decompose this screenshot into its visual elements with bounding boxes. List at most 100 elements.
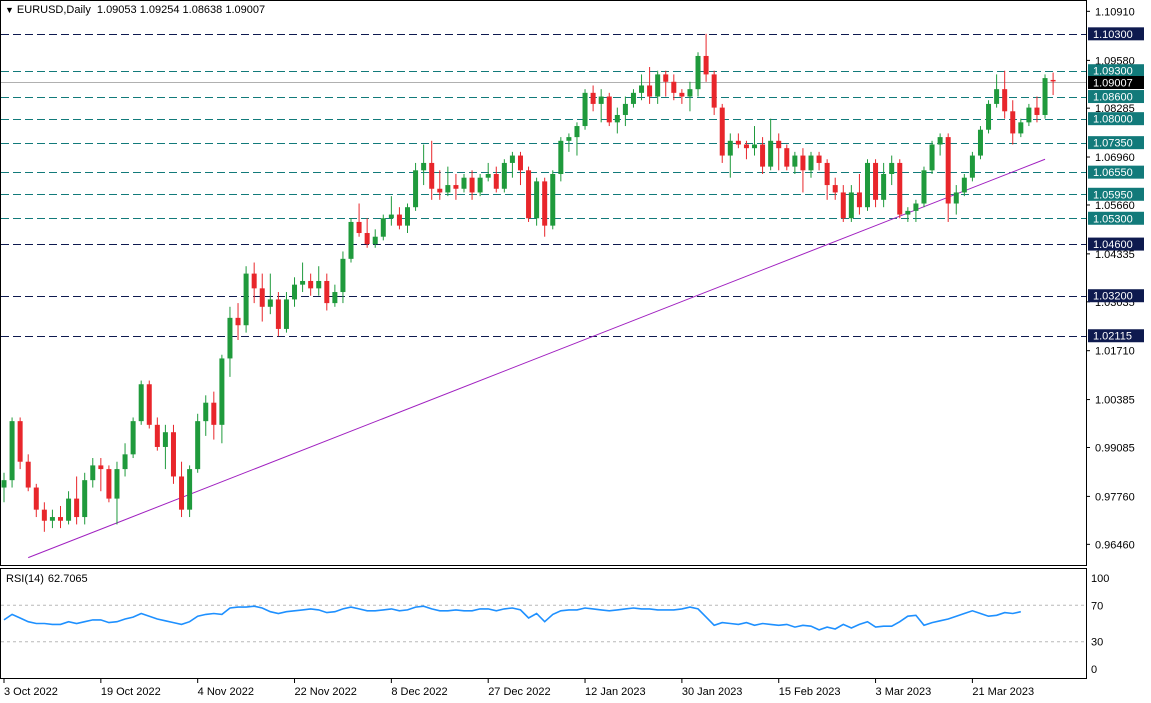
candle-body <box>534 181 540 219</box>
candle <box>292 277 298 307</box>
candle <box>1018 118 1024 138</box>
candle <box>509 151 515 178</box>
candle <box>421 144 427 186</box>
candle-body <box>203 402 209 422</box>
candle-body <box>396 214 402 226</box>
candle <box>227 306 233 377</box>
candle <box>477 173 483 197</box>
candle <box>768 118 774 171</box>
candle-body <box>800 155 806 171</box>
candle <box>187 465 193 518</box>
triangle-down-icon[interactable]: ▼ <box>5 5 14 15</box>
candle-body <box>816 155 822 163</box>
candle-body <box>1034 107 1040 115</box>
candle-body <box>98 465 104 470</box>
candle-body <box>526 170 532 219</box>
candle <box>170 424 176 484</box>
candle-body <box>743 144 749 149</box>
time-tick-label: 12 Jan 2023 <box>585 686 646 698</box>
candle-body <box>1018 122 1024 134</box>
candle-body <box>130 421 136 455</box>
candle-body <box>388 214 394 219</box>
candle-body <box>106 469 112 499</box>
candle <box>832 177 838 200</box>
candle-body <box>913 203 919 211</box>
level-label: 1.02115 <box>1093 331 1132 343</box>
candle <box>41 502 47 532</box>
candle <box>429 140 435 200</box>
candle <box>283 292 289 333</box>
candle-body <box>501 162 507 189</box>
price-tick-label: 1.10910 <box>1095 6 1135 18</box>
candle-body <box>275 299 281 329</box>
candle <box>251 262 257 304</box>
candle-body <box>760 144 766 167</box>
candle <box>695 52 701 97</box>
candle-body <box>969 155 975 178</box>
rsi-tick-label: 0 <box>1091 664 1097 676</box>
candle-body <box>66 498 72 521</box>
price-axis[interactable]: 1.109101.095801.082851.069601.056601.043… <box>1086 6 1144 551</box>
candle-body <box>639 85 645 93</box>
candle <box>542 177 548 237</box>
candle <box>792 151 798 174</box>
candle <box>380 214 386 241</box>
candle-body <box>921 170 927 204</box>
candle <box>146 380 152 429</box>
candle <box>800 148 806 193</box>
candle-body <box>300 280 306 285</box>
candle-body <box>340 258 346 293</box>
level-label: 1.05950 <box>1093 189 1133 201</box>
candle-body <box>235 317 241 326</box>
candle-body <box>324 280 330 304</box>
candle <box>17 417 23 470</box>
time-tick-label: 3 Mar 2023 <box>876 686 932 698</box>
candle-body <box>542 181 548 226</box>
candle-body <box>122 454 128 470</box>
price-tick-label: 0.99085 <box>1095 443 1135 455</box>
rsi-tick-label: 100 <box>1091 573 1109 585</box>
candle <box>324 273 330 311</box>
candle-body <box>493 173 499 189</box>
candle-body <box>154 424 160 447</box>
level-label-bg <box>1088 27 1144 41</box>
candle-body <box>768 140 774 167</box>
candle <box>219 354 225 444</box>
trendline-layer[interactable] <box>28 158 1046 559</box>
candle-body <box>655 74 661 97</box>
level-label-bg <box>1088 329 1144 343</box>
level-label: 1.08600 <box>1093 92 1133 104</box>
candle-body <box>832 185 838 193</box>
candle <box>550 170 556 230</box>
candle-body <box>582 92 588 127</box>
candle-body <box>1002 89 1008 112</box>
candle-body <box>138 384 144 422</box>
level-label: 1.03200 <box>1093 291 1133 303</box>
candle-body <box>663 74 669 82</box>
rsi-line <box>3 605 1021 631</box>
candle-body <box>57 517 63 521</box>
candle <box>1026 103 1032 127</box>
candle-body <box>590 92 596 104</box>
level-label: 1.04600 <box>1093 239 1133 251</box>
candle <box>114 461 120 525</box>
candle <box>574 122 580 156</box>
candle <box>9 417 15 488</box>
candle-body <box>195 421 201 470</box>
candle-body <box>994 89 1000 104</box>
candle <box>622 96 628 127</box>
candle-body <box>429 162 435 189</box>
candle <box>1010 100 1016 145</box>
candle-body <box>308 280 314 289</box>
time-axis[interactable]: 3 Oct 2022 19 Oct 2022 4 Nov 2022 22 Nov 20… <box>3 679 1034 698</box>
candle-body <box>598 96 604 104</box>
candle <box>98 458 104 492</box>
candle <box>905 207 911 222</box>
candle <box>106 465 112 503</box>
candle <box>82 472 88 525</box>
time-tick-label: 4 Nov 2022 <box>198 686 254 698</box>
rsi-chart-frame <box>0 568 1087 679</box>
candle-body <box>784 148 790 167</box>
candle <box>162 424 168 470</box>
